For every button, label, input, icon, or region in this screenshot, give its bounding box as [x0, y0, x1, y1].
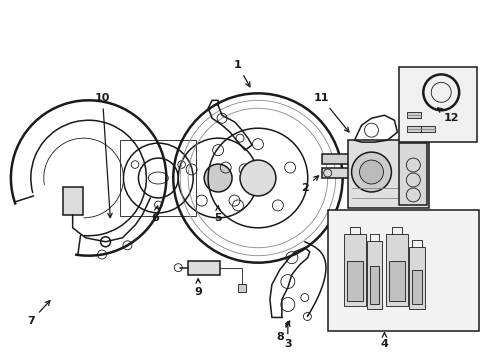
Circle shape: [240, 160, 275, 196]
Bar: [188, 261, 220, 275]
Bar: [347, 140, 428, 208]
Text: 2: 2: [300, 176, 318, 193]
Bar: [408, 247, 425, 309]
Bar: [421, 126, 434, 132]
Bar: [321, 168, 349, 178]
Text: 5: 5: [214, 206, 222, 223]
Text: 11: 11: [313, 93, 348, 132]
Text: 6: 6: [151, 206, 159, 223]
Bar: [321, 154, 349, 164]
Text: 1: 1: [234, 60, 249, 87]
Bar: [407, 126, 421, 132]
Bar: [366, 241, 382, 309]
Bar: [369, 266, 379, 303]
Circle shape: [203, 164, 232, 192]
Text: 9: 9: [194, 279, 202, 297]
Bar: [120, 140, 196, 216]
Bar: [327, 210, 478, 332]
Bar: [346, 261, 362, 301]
Bar: [238, 284, 245, 292]
Text: 3: 3: [284, 321, 291, 349]
Text: 7: 7: [27, 301, 50, 327]
Bar: [343, 234, 365, 306]
Circle shape: [351, 152, 390, 192]
Bar: [407, 112, 421, 118]
Text: 8: 8: [275, 321, 289, 342]
Bar: [62, 187, 82, 215]
Bar: [399, 67, 476, 142]
Circle shape: [359, 160, 383, 184]
Bar: [411, 270, 422, 303]
Text: 10: 10: [95, 93, 112, 218]
Bar: [386, 234, 407, 306]
Bar: [399, 143, 427, 205]
Bar: [388, 261, 405, 301]
Text: 4: 4: [380, 333, 387, 349]
Text: 12: 12: [437, 108, 458, 123]
